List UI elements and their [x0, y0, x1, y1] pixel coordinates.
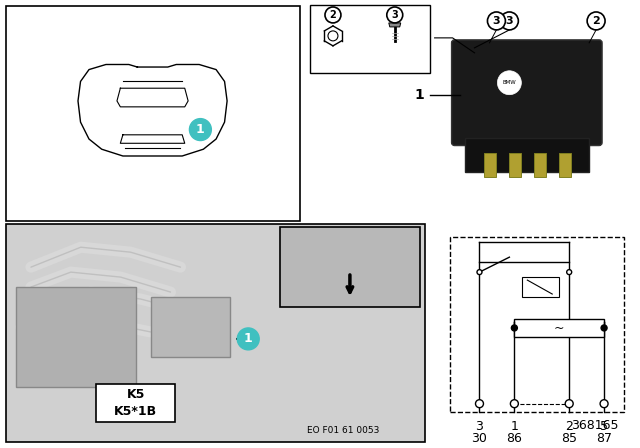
- Circle shape: [511, 325, 517, 331]
- Text: K5*1B: K5*1B: [114, 405, 157, 418]
- Circle shape: [328, 31, 338, 41]
- Circle shape: [600, 400, 608, 408]
- Circle shape: [237, 328, 259, 350]
- Circle shape: [565, 400, 573, 408]
- Circle shape: [497, 71, 522, 95]
- Circle shape: [387, 7, 403, 23]
- Text: K5: K5: [127, 388, 145, 401]
- Text: EO F01 61 0053: EO F01 61 0053: [307, 426, 380, 435]
- Text: 2: 2: [592, 16, 600, 26]
- Bar: [7, 225, 424, 440]
- Bar: [559, 152, 571, 177]
- Circle shape: [587, 12, 605, 30]
- Bar: [16, 287, 136, 387]
- Text: 87: 87: [596, 431, 612, 444]
- Text: 368165: 368165: [572, 418, 619, 431]
- Bar: [6, 224, 425, 442]
- Bar: [310, 5, 429, 73]
- Text: 5: 5: [600, 420, 608, 433]
- Circle shape: [189, 119, 211, 141]
- Text: 1: 1: [196, 123, 205, 136]
- Text: 85: 85: [561, 431, 577, 444]
- Circle shape: [601, 325, 607, 331]
- Text: 1: 1: [415, 88, 425, 102]
- Text: 3: 3: [476, 420, 483, 433]
- Circle shape: [476, 400, 483, 408]
- Text: 86: 86: [506, 431, 522, 444]
- Text: 30: 30: [472, 431, 488, 444]
- Circle shape: [500, 12, 518, 30]
- FancyBboxPatch shape: [452, 40, 602, 146]
- Text: 2: 2: [565, 420, 573, 433]
- Bar: [280, 227, 420, 307]
- Text: 3: 3: [392, 10, 398, 20]
- Circle shape: [477, 270, 482, 275]
- Bar: [515, 319, 604, 337]
- Polygon shape: [388, 23, 401, 27]
- Circle shape: [325, 7, 341, 23]
- Bar: [96, 384, 175, 422]
- Bar: [150, 297, 230, 357]
- Text: 1: 1: [244, 332, 253, 345]
- Bar: [509, 152, 522, 177]
- Bar: [522, 277, 559, 297]
- Text: ~: ~: [554, 321, 564, 335]
- Bar: [465, 138, 589, 172]
- Bar: [6, 6, 300, 221]
- Text: 2: 2: [330, 10, 337, 20]
- Text: BMW: BMW: [502, 80, 516, 85]
- Circle shape: [488, 12, 506, 30]
- Bar: [484, 152, 497, 177]
- Bar: [534, 152, 547, 177]
- Text: 3: 3: [506, 16, 513, 26]
- Circle shape: [566, 270, 572, 275]
- Text: 3: 3: [493, 16, 500, 26]
- Bar: [449, 237, 624, 412]
- Circle shape: [510, 400, 518, 408]
- Text: 1: 1: [511, 420, 518, 433]
